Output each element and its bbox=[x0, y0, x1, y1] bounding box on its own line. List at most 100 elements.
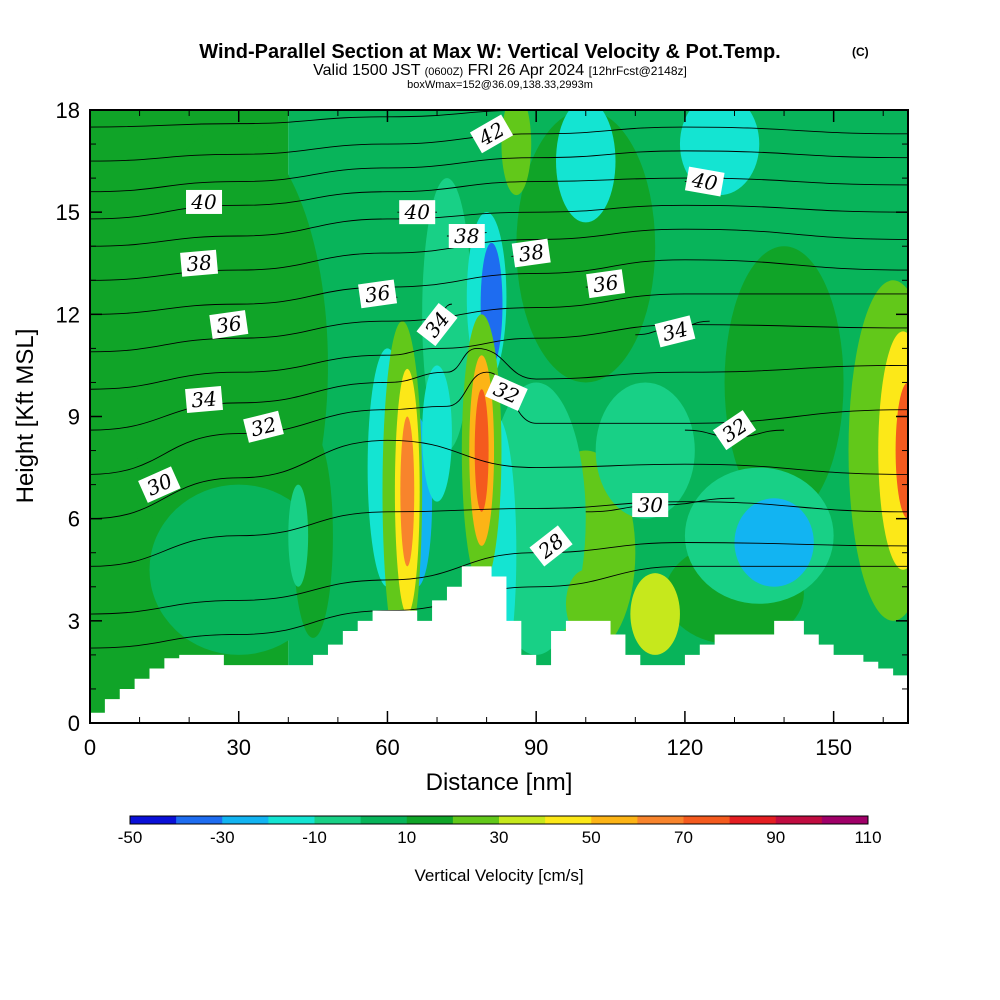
contour-label-text: 38 bbox=[454, 224, 479, 248]
w-cell-13 bbox=[734, 498, 814, 587]
contour-label-box bbox=[180, 249, 219, 277]
contour-label-text: 36 bbox=[591, 270, 620, 297]
colorbar-tick-90: 90 bbox=[766, 828, 785, 847]
colorbar bbox=[129, 815, 869, 825]
x-tick-label-120: 120 bbox=[667, 735, 704, 760]
colorbar-tick-10: 10 bbox=[397, 828, 416, 847]
w-cell-19 bbox=[422, 365, 452, 502]
theta-contour-38-17 bbox=[90, 204, 908, 247]
contour-label-box bbox=[511, 238, 551, 268]
y-tick-label-3: 3 bbox=[68, 609, 80, 634]
theta-contour-36-13 bbox=[90, 259, 908, 315]
theta-contour-33-8 bbox=[90, 347, 908, 431]
contour-label-box bbox=[185, 385, 224, 413]
chart-title: Wind-Parallel Section at Max W: Vertical… bbox=[199, 41, 780, 63]
contour-label-box bbox=[485, 374, 528, 411]
valid-time: Valid 1500 JST bbox=[313, 62, 421, 79]
colorbar-segment-20 bbox=[452, 816, 500, 824]
valid-utc: (0600Z) bbox=[425, 66, 464, 78]
colorbar-segment-90 bbox=[775, 816, 823, 824]
contour-label-box bbox=[358, 279, 398, 309]
contour-label-box bbox=[186, 189, 223, 214]
colorbar-tick-50: 50 bbox=[582, 828, 601, 847]
colorbar-segment-50 bbox=[591, 816, 638, 824]
y-tick-label-18: 18 bbox=[56, 98, 80, 123]
contour-label-32-5: 32 bbox=[243, 410, 284, 443]
y-tick-label-0: 0 bbox=[68, 711, 80, 736]
w-cell-0 bbox=[129, 127, 328, 604]
x-axis-ticks: 0 30 60 90 120 150 bbox=[84, 110, 884, 760]
contour-label-box bbox=[684, 166, 725, 197]
contour-label-text: 32 bbox=[248, 412, 279, 441]
colorbar-segment-100 bbox=[821, 816, 869, 824]
contour-label-text: 38 bbox=[185, 250, 212, 276]
theta-contour-32-5 bbox=[90, 371, 908, 475]
colorbar-tick-110: 110 bbox=[854, 828, 881, 847]
terrain bbox=[90, 566, 908, 723]
copyright-mark: (C) bbox=[852, 45, 869, 59]
colorbar-segment--50 bbox=[130, 816, 177, 824]
w-cell-28 bbox=[474, 389, 489, 512]
x-tick-label-30: 30 bbox=[226, 735, 250, 760]
box-info: boxWmax=152@36.09,138.33,2993m bbox=[407, 79, 593, 91]
contour-label-text: 34 bbox=[660, 317, 691, 346]
contour-label-36-14: 36 bbox=[358, 279, 398, 309]
w-cell-17 bbox=[288, 484, 309, 587]
contour-label-text: 36 bbox=[215, 311, 244, 338]
x-tick-label-150: 150 bbox=[815, 735, 852, 760]
forecast-info: [12hrFcst@2148z] bbox=[589, 64, 687, 78]
colorbar-segment-10 bbox=[406, 816, 454, 824]
contour-label-box bbox=[448, 224, 485, 249]
contour-label-text: 36 bbox=[363, 280, 392, 307]
colorbar-segment-0 bbox=[360, 816, 408, 824]
contour-label-40-22: 40 bbox=[399, 200, 436, 225]
contour-label-text: 40 bbox=[689, 167, 719, 195]
contour-label-box bbox=[654, 315, 696, 348]
contour-label-40-23: 40 bbox=[684, 166, 725, 197]
contour-label-36-13: 36 bbox=[209, 310, 249, 339]
contour-label-32-6: 32 bbox=[712, 410, 757, 451]
contour-label-box bbox=[712, 410, 757, 451]
w-cell-1 bbox=[149, 484, 328, 655]
terrain-profile bbox=[90, 566, 908, 723]
w-cell-2 bbox=[516, 110, 656, 383]
colorbar-segment-80 bbox=[729, 816, 777, 824]
y-axis-label: Height [Kft MSL] bbox=[12, 329, 39, 504]
colorbar-frame bbox=[129, 815, 869, 825]
x-axis-label: Distance [nm] bbox=[426, 769, 573, 796]
colorbar-segment-70 bbox=[683, 816, 731, 824]
colorbar-tick-70: 70 bbox=[674, 828, 693, 847]
contour-label-40-21: 40 bbox=[186, 189, 223, 214]
contour-label-box bbox=[209, 310, 249, 339]
contour-label-box bbox=[138, 466, 181, 503]
theta-contour-34-9 bbox=[90, 324, 908, 390]
colorbar-label: Vertical Velocity [cm/s] bbox=[414, 866, 583, 885]
contour-label-38-17: 38 bbox=[180, 249, 219, 277]
theta-contour-40-21 bbox=[90, 150, 908, 193]
valid-date: FRI 26 Apr 2024 bbox=[468, 62, 585, 79]
contour-label-box bbox=[586, 269, 626, 299]
y-tick-label-6: 6 bbox=[68, 507, 80, 532]
y-tick-label-15: 15 bbox=[56, 200, 80, 225]
colorbar-segment-60 bbox=[637, 816, 684, 824]
colorbar-segment--30 bbox=[222, 816, 269, 824]
contour-label-box bbox=[243, 410, 284, 443]
y-tick-label-12: 12 bbox=[56, 302, 80, 327]
theta-contour-35-12 bbox=[90, 293, 908, 353]
y-tick-label-9: 9 bbox=[68, 405, 80, 430]
colorbar-segment--40 bbox=[176, 816, 223, 824]
theta-contour-39-20 bbox=[90, 177, 908, 220]
w-cell-9 bbox=[556, 110, 616, 223]
contour-label-text: 40 bbox=[403, 200, 430, 224]
theta-contour-29-1 bbox=[90, 542, 908, 615]
contour-label-34-9: 34 bbox=[185, 385, 224, 413]
colorbar-tick-30: 30 bbox=[490, 828, 509, 847]
x-tick-label-90: 90 bbox=[524, 735, 548, 760]
contour-label-36-15: 36 bbox=[586, 269, 626, 299]
contour-label-38-19: 38 bbox=[511, 238, 551, 268]
contour-label-text: 38 bbox=[517, 239, 546, 266]
w-cell-8 bbox=[595, 382, 695, 519]
